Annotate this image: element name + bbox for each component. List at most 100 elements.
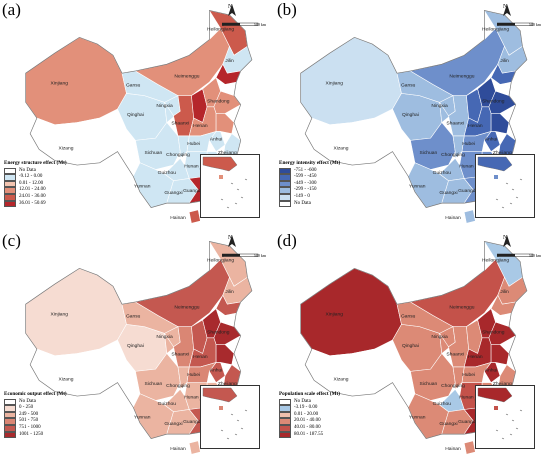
scale-bar: 0500 km — [222, 22, 266, 27]
legend-swatch — [279, 180, 291, 188]
legend-label: 20.01 - 40.00 — [294, 418, 321, 424]
legend-label: -3.19 - 0.00 — [294, 405, 318, 411]
north-arrow-icon — [503, 4, 511, 16]
legend-label: -9.12 - 0.00 — [19, 174, 43, 180]
north-label: N — [503, 235, 508, 241]
label-jilin: Jilin — [500, 58, 509, 64]
legend-entry: No Data — [279, 201, 340, 208]
legend-title: Energy intensity effect (Mt) — [279, 160, 341, 166]
legend-label: 0.01 - 20.00 — [294, 411, 319, 417]
legend-entry: No Data — [4, 168, 67, 175]
legend-swatch — [279, 425, 291, 432]
north-arrow: N — [503, 235, 511, 247]
china-map: Heilongjiang Jilin Neimenggu Xinjiang Gansu Q… — [25, 10, 253, 224]
legend-entry: 751 - 1000 — [4, 425, 67, 432]
south-china-sea-inset — [200, 385, 260, 449]
legend-label: No Data — [294, 200, 311, 206]
map-legend: Energy structure effect (Mt) No Data -9.12… — [4, 160, 67, 208]
label-guangdong: Guangdong — [458, 188, 484, 194]
label-guangxi: Guangxi — [439, 421, 457, 427]
province-jiangsu — [490, 113, 510, 135]
country-outline — [300, 10, 528, 208]
legend-entry: 501 - 750 — [4, 418, 67, 425]
label-xinjiang: Xinjiang — [51, 80, 69, 86]
map-legend: Economic output effect (Mt) No Data 0 - 25… — [4, 391, 67, 439]
label-sichuan: Sichuan — [419, 150, 437, 156]
scale-bar-icon — [222, 22, 259, 26]
legend-swatch — [4, 398, 16, 406]
label-sichuan: Sichuan — [144, 381, 162, 387]
legend-swatch — [279, 431, 291, 439]
legend-label: -149 - 0 — [294, 193, 310, 199]
legend-label: 501 - 750 — [19, 418, 39, 424]
north-arrow: N — [228, 235, 236, 247]
legend-entry: -299 - -150 — [279, 187, 340, 194]
label-heilongjiang: Heilongjiang — [482, 27, 509, 33]
legend-swatch — [4, 411, 16, 419]
label-anhui: Anhui — [485, 136, 498, 142]
label-henan: Henan — [193, 123, 208, 129]
province-chongqing — [177, 135, 190, 159]
china-map: Heilongjiang Jilin Neimenggu Xinjiang Gansu Q… — [300, 241, 528, 455]
legend-entry: No Data — [279, 399, 340, 406]
map-panel: Heilongjiang Jilin Neimenggu Xinjiang Gansu Q… — [0, 0, 275, 231]
legend-swatch — [4, 180, 16, 188]
legend-entry: 36.01 - 50.69 — [4, 201, 67, 208]
legend-entry: -3.19 - 0.00 — [279, 405, 340, 412]
south-china-sea-inset — [475, 154, 535, 218]
north-arrow-icon — [503, 235, 511, 247]
legend-label: 0 - 250 — [19, 405, 34, 411]
legend-label: 249 - 500 — [19, 411, 39, 417]
label-shaanxi: Shaanxi — [171, 121, 189, 127]
legend-entry: 1001 - 1250 — [4, 432, 67, 439]
legend-swatch — [4, 187, 16, 194]
legend-swatch — [4, 200, 16, 208]
province-hainan — [188, 440, 201, 455]
label-guangdong: Guangdong — [183, 188, 209, 194]
label-shandong: Shandong — [482, 98, 505, 104]
label-shaanxi: Shaanxi — [446, 352, 464, 358]
legend-entry: No Data — [4, 399, 67, 406]
label-hainan: Hainan — [445, 446, 461, 452]
province-jiangsu — [215, 344, 235, 366]
label-yunnan: Yunnan — [409, 183, 426, 189]
legend-swatch — [279, 418, 291, 425]
label-neimenggu: Neimenggu — [449, 74, 474, 80]
map-legend: Population scale effect (Mt) No Data -3.19… — [279, 391, 340, 439]
legend-label: 1001 - 1250 — [19, 431, 44, 437]
scale-distance: 500 km — [528, 22, 541, 27]
label-ningxia: Ningxia — [156, 103, 173, 109]
label-shaanxi: Shaanxi — [171, 352, 189, 358]
province-xinjiang — [25, 268, 127, 357]
province-jiangsu — [215, 113, 235, 135]
label-jilin: Jilin — [225, 289, 234, 295]
label-henan: Henan — [193, 354, 208, 360]
legend-entry: 0.01 - 20.00 — [279, 412, 340, 419]
label-neimenggu: Neimenggu — [449, 305, 474, 311]
legend-title: Economic output effect (Mt) — [4, 391, 67, 397]
label-gansu: Gansu — [401, 314, 416, 320]
label-jilin: Jilin — [500, 289, 509, 295]
label-gansu: Gansu — [401, 83, 416, 89]
legend-label: No Data — [19, 398, 36, 404]
label-zhejiang: Zhejiang — [493, 381, 512, 387]
legend-swatch — [279, 167, 291, 175]
legend-entry: 0 - 250 — [4, 405, 67, 412]
label-xizang: Xizang — [333, 376, 348, 382]
label-neimenggu: Neimenggu — [174, 305, 199, 311]
legend-title: Energy structure effect (Mt) — [4, 160, 67, 166]
label-chongqing: Chongqing — [441, 152, 465, 158]
legend-swatch — [279, 194, 291, 201]
legend-label: -299 - -150 — [294, 187, 317, 193]
scale-bar: 0500 km — [497, 22, 541, 27]
label-qinghai: Qinghai — [402, 343, 419, 349]
label-henan: Henan — [468, 354, 483, 360]
scale-bar-icon — [222, 253, 259, 257]
legend-entry: -449 - -300 — [279, 181, 340, 188]
scale-distance: 500 km — [528, 253, 541, 258]
legend-label: 80.01 - 187.55 — [294, 431, 324, 437]
country-outline — [25, 10, 253, 208]
label-shandong: Shandong — [207, 329, 230, 335]
label-hainan: Hainan — [170, 446, 186, 452]
label-ningxia: Ningxia — [431, 103, 448, 109]
